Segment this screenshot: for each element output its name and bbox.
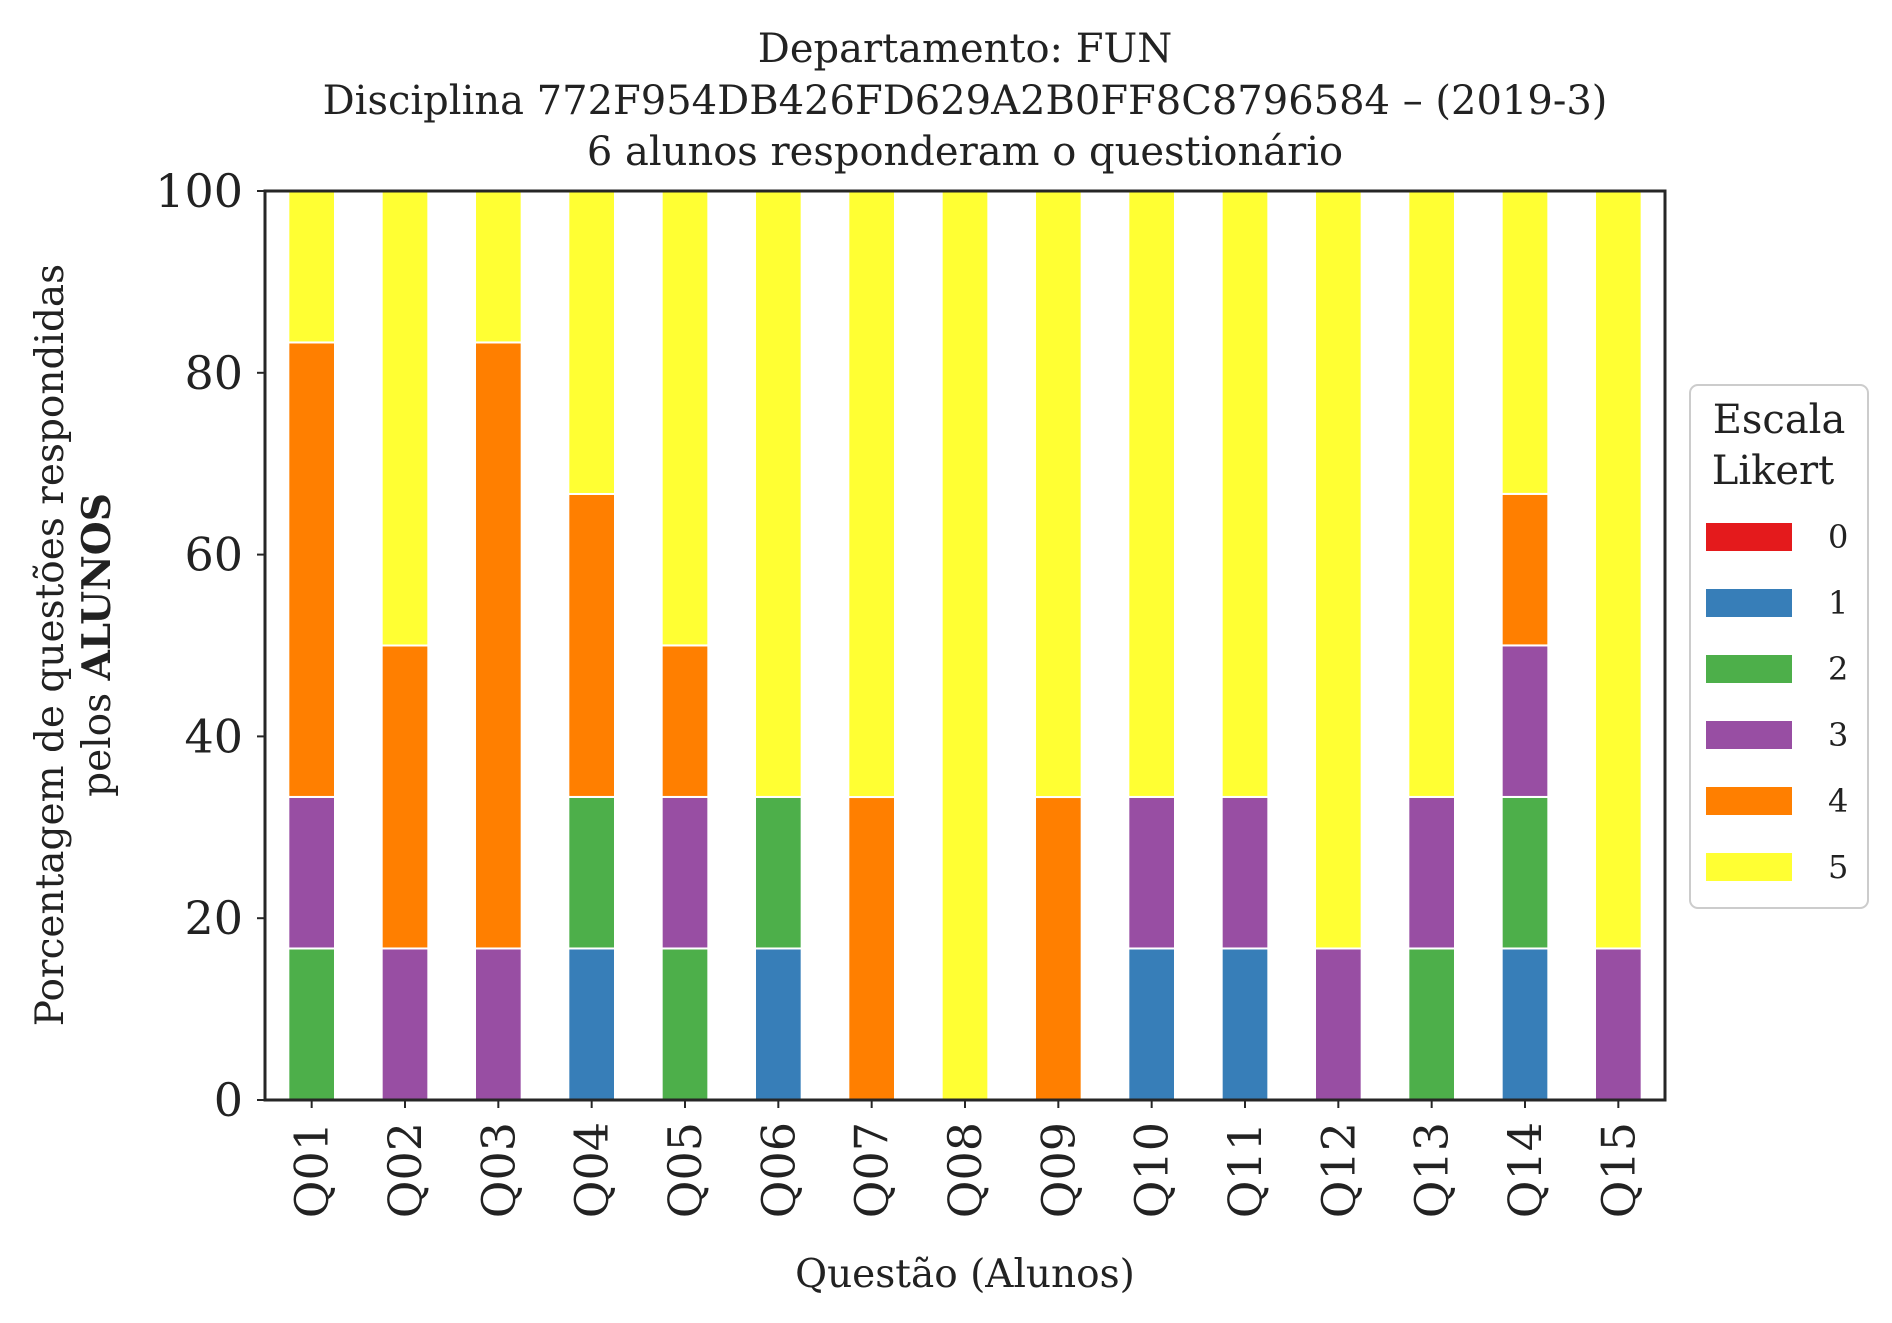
bar-segment-q02-likert-4	[380, 644, 430, 950]
bar-segment-q05-likert-4	[660, 644, 710, 798]
legend-label-1: 1	[1828, 584, 1848, 622]
bar-segment-q06-likert-1	[754, 947, 803, 1101]
bar-segment-q05-likert-5	[660, 189, 710, 647]
x-axis-ticks: Q01 Q02 Q03 Q04 Q05 Q06 Q07 Q08 Q09 Q10 Q11 Q12 Q13 Q…	[285, 1100, 1645, 1218]
legend-label-4: 4	[1828, 782, 1848, 820]
y-tick-label: 0	[214, 1073, 243, 1127]
y-axis-label: Porcentagem de questões respondidas pelo…	[28, 264, 120, 1026]
chart-title-line-2: Disciplina 772F954DB426FD629A2B0FF8C8796…	[323, 78, 1608, 124]
x-tick-label-q12: Q12	[1311, 1122, 1365, 1218]
bar-segment-q09-likert-5	[1034, 190, 1083, 799]
bar-segment-q10-likert-3	[1127, 795, 1176, 950]
bar-segment-q14-likert-1	[1500, 947, 1550, 1101]
x-tick-label-q09: Q09	[1031, 1122, 1085, 1218]
bar-segment-q02-likert-5	[380, 190, 430, 647]
bar-segment-q11-likert-1	[1220, 947, 1270, 1101]
legend-frame	[1689, 384, 1869, 909]
bar-segment-q04-likert-2	[567, 795, 617, 950]
legend: Escala Likert 0 1 2 3 4 5	[1689, 384, 1869, 909]
bar-segment-q10-likert-1	[1127, 947, 1176, 1101]
chart-title: Departamento: FUN Disciplina 772F954DB42…	[323, 26, 1608, 175]
bar-segment-q13-likert-5	[1407, 189, 1456, 798]
bar-segment-q04-likert-4	[567, 492, 617, 798]
y-tick-label: 80	[184, 346, 243, 400]
bar-segment-q03-likert-5	[474, 189, 523, 344]
bar-segment-q14-likert-5	[1500, 189, 1550, 495]
bar-segment-q11-likert-3	[1220, 795, 1270, 950]
legend-swatch-2	[1706, 655, 1792, 683]
legend-label-2: 2	[1828, 650, 1848, 688]
legend-label-5: 5	[1828, 848, 1848, 886]
x-tick-label-q07: Q07	[845, 1122, 899, 1218]
legend-swatch-1	[1706, 589, 1792, 617]
bar-segment-q12-likert-3	[1314, 947, 1363, 1101]
x-tick-label-q14: Q14	[1498, 1122, 1552, 1218]
y-axis-label-line-2: pelos ALUNOS	[74, 493, 120, 797]
bar-segment-q03-likert-4	[474, 341, 523, 950]
x-tick-label-q03: Q03	[471, 1122, 525, 1218]
chart-title-line-1: Departamento: FUN	[758, 26, 1172, 72]
bar-segment-q14-likert-3	[1500, 644, 1550, 798]
x-tick-label-q15: Q15	[1591, 1122, 1645, 1218]
x-tick-label-q05: Q05	[658, 1122, 712, 1218]
bar-segment-q06-likert-5	[754, 189, 803, 798]
bar-segment-q06-likert-2	[754, 795, 803, 950]
bar-segment-q01-likert-3	[287, 795, 336, 950]
y-tick-label: 20	[184, 891, 243, 945]
bar-segment-q01-likert-5	[287, 189, 336, 344]
x-tick-label-q02: Q02	[378, 1122, 432, 1218]
bar-segment-q02-likert-3	[380, 947, 430, 1101]
y-tick-label: 100	[155, 164, 243, 218]
x-tick-label-q04: Q04	[565, 1122, 619, 1218]
y-axis-ticks: 0 20 40 60 80 100	[155, 164, 265, 1127]
bar-segment-q12-likert-5	[1314, 190, 1363, 950]
x-tick-label-q01: Q01	[285, 1122, 339, 1218]
bar-segment-q01-likert-4	[287, 341, 336, 798]
x-tick-label-q06: Q06	[751, 1122, 805, 1218]
y-tick-label: 40	[184, 709, 243, 763]
legend-label-0: 0	[1828, 518, 1848, 556]
legend-title-line-1: Escala	[1713, 397, 1846, 443]
legend-label-3: 3	[1828, 716, 1848, 754]
bar-segment-q05-likert-2	[660, 947, 710, 1101]
bar-segment-q13-likert-3	[1407, 795, 1456, 950]
legend-swatch-5	[1706, 853, 1792, 881]
bar-segment-q04-likert-5	[567, 190, 617, 495]
bars	[287, 189, 1643, 1102]
bar-segment-q05-likert-3	[660, 795, 710, 950]
bar-segment-q11-likert-5	[1220, 189, 1270, 798]
bar-segment-q07-likert-4	[847, 796, 897, 1102]
legend-swatch-0	[1706, 523, 1792, 551]
y-tick-label: 60	[184, 528, 243, 582]
plot-frame	[263, 189, 1667, 1102]
x-tick-label-q11: Q11	[1218, 1122, 1272, 1218]
bar-segment-q15-likert-5	[1594, 190, 1643, 950]
bar-segment-q13-likert-2	[1407, 947, 1456, 1101]
x-axis-label: Questão (Alunos)	[795, 1252, 1135, 1297]
x-tick-label-q10: Q10	[1125, 1122, 1179, 1218]
bar-segment-q14-likert-2	[1500, 795, 1550, 950]
y-axis-label-bold: ALUNOS	[74, 493, 120, 681]
y-axis-label-prefix: pelos	[75, 680, 120, 796]
x-tick-label-q13: Q13	[1405, 1122, 1459, 1218]
bar-segment-q09-likert-4	[1034, 796, 1083, 1102]
y-axis-label-line-1: Porcentagem de questões respondidas	[28, 264, 73, 1026]
bar-segment-q01-likert-2	[287, 947, 336, 1101]
bar-segment-q04-likert-1	[567, 947, 617, 1101]
bar-segment-q08-likert-5	[940, 190, 990, 1101]
bar-segment-q03-likert-3	[474, 947, 523, 1101]
legend-items: 0 1 2 3 4 5	[1706, 518, 1848, 886]
bar-segment-q10-likert-5	[1127, 189, 1176, 798]
bar-segment-q07-likert-5	[847, 190, 897, 799]
legend-swatch-3	[1706, 721, 1792, 749]
bar-segment-q14-likert-4	[1500, 492, 1550, 647]
legend-title-line-2: Likert	[1712, 448, 1834, 494]
x-tick-label-q08: Q08	[938, 1122, 992, 1218]
bar-segment-q15-likert-3	[1594, 947, 1643, 1101]
chart-title-line-3: 6 alunos responderam o questionário	[587, 129, 1343, 175]
legend-swatch-4	[1706, 787, 1792, 815]
